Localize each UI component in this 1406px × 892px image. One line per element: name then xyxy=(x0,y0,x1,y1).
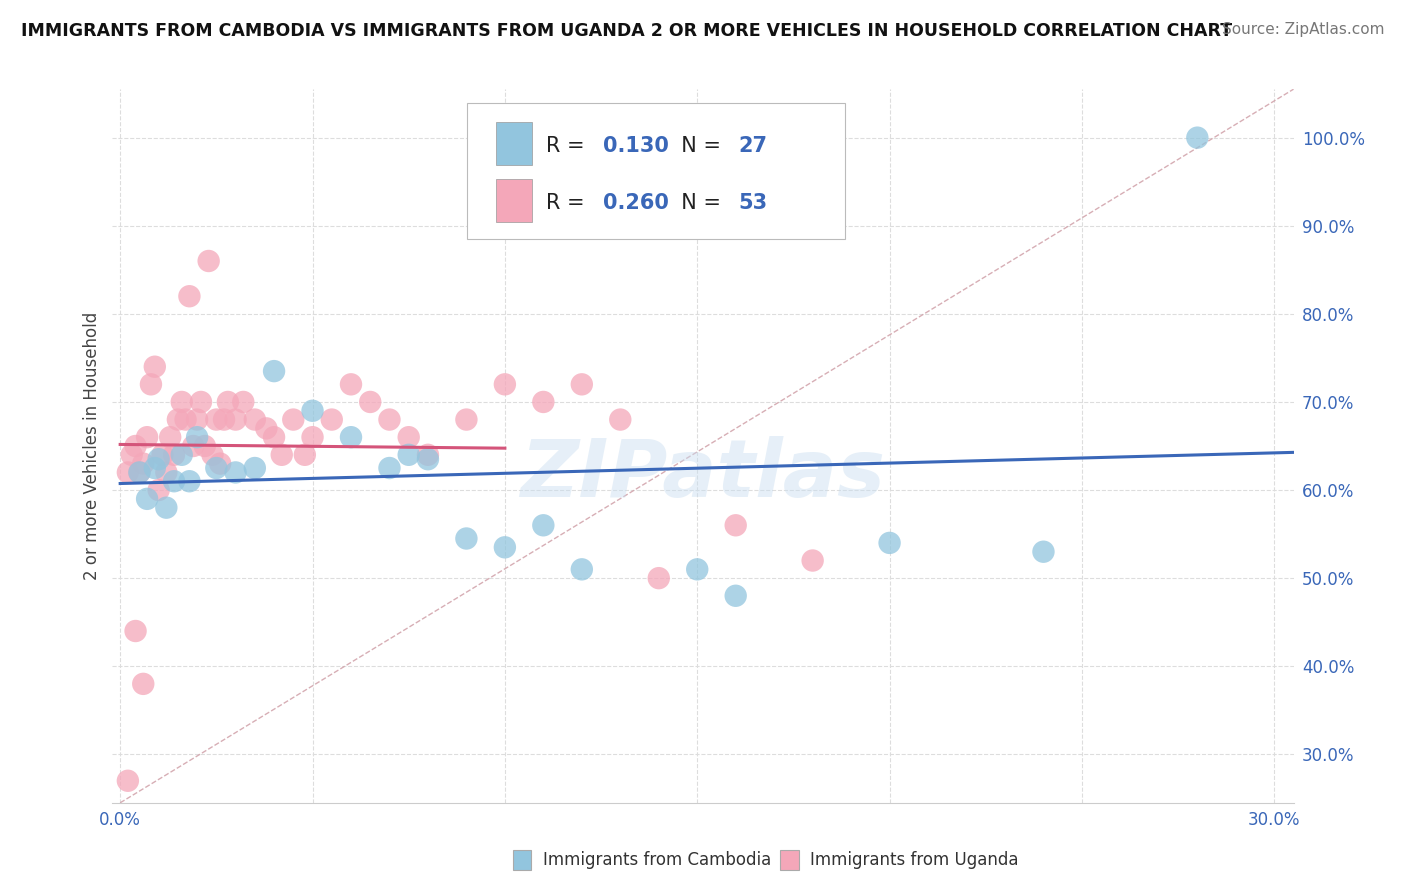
Point xyxy=(359,395,381,409)
Point xyxy=(225,466,247,480)
Text: R =: R = xyxy=(546,136,591,156)
Point xyxy=(301,403,323,417)
Text: 53: 53 xyxy=(738,193,768,213)
Point xyxy=(254,421,277,435)
Point xyxy=(179,289,201,303)
Point xyxy=(143,359,166,374)
Point xyxy=(197,254,219,268)
Point xyxy=(155,466,177,480)
Point xyxy=(263,430,285,444)
Point xyxy=(340,430,363,444)
Point xyxy=(283,412,305,426)
Point xyxy=(167,412,190,426)
Point xyxy=(1187,130,1209,145)
FancyBboxPatch shape xyxy=(467,103,845,239)
Point xyxy=(301,430,323,444)
Point xyxy=(148,483,170,497)
Text: N =: N = xyxy=(668,193,727,213)
Point xyxy=(186,412,208,426)
Point xyxy=(217,395,239,409)
Point xyxy=(321,412,343,426)
Text: 27: 27 xyxy=(738,136,768,156)
Point xyxy=(201,448,224,462)
Point xyxy=(128,466,150,480)
Point xyxy=(132,457,155,471)
Point xyxy=(139,377,162,392)
Point xyxy=(494,541,516,555)
Text: N =: N = xyxy=(668,136,727,156)
Point xyxy=(801,553,824,567)
Point xyxy=(243,461,266,475)
Text: 0.260: 0.260 xyxy=(603,193,668,213)
Point xyxy=(186,430,208,444)
Text: Immigrants from Cambodia: Immigrants from Cambodia xyxy=(543,851,770,869)
Text: IMMIGRANTS FROM CAMBODIA VS IMMIGRANTS FROM UGANDA 2 OR MORE VEHICLES IN HOUSEHO: IMMIGRANTS FROM CAMBODIA VS IMMIGRANTS F… xyxy=(21,22,1232,40)
Point xyxy=(124,439,146,453)
Point xyxy=(205,412,228,426)
Point xyxy=(879,536,901,550)
Text: R =: R = xyxy=(546,193,591,213)
Point xyxy=(179,475,201,489)
Point xyxy=(155,500,177,515)
Point xyxy=(121,448,143,462)
Y-axis label: 2 or more Vehicles in Household: 2 or more Vehicles in Household xyxy=(83,312,101,580)
Point xyxy=(117,773,139,788)
FancyBboxPatch shape xyxy=(496,179,531,222)
Point xyxy=(159,430,181,444)
Point xyxy=(194,439,217,453)
Point xyxy=(263,364,285,378)
Point xyxy=(724,518,747,533)
Text: ZIPatlas: ZIPatlas xyxy=(520,435,886,514)
Point xyxy=(148,452,170,467)
Point xyxy=(163,475,186,489)
Point xyxy=(136,491,159,506)
FancyBboxPatch shape xyxy=(496,122,531,165)
Point xyxy=(1032,545,1054,559)
Point xyxy=(243,412,266,426)
Point xyxy=(571,562,593,576)
Point xyxy=(212,412,235,426)
Point xyxy=(416,452,439,467)
Point xyxy=(398,448,420,462)
Point xyxy=(531,518,554,533)
Point xyxy=(143,461,166,475)
Point xyxy=(136,430,159,444)
Point xyxy=(132,677,155,691)
Point xyxy=(648,571,671,585)
Point xyxy=(190,395,212,409)
Point xyxy=(170,448,193,462)
Point xyxy=(163,448,186,462)
Point xyxy=(270,448,292,462)
Point xyxy=(571,377,593,392)
Point xyxy=(378,461,401,475)
Point xyxy=(294,448,316,462)
Point xyxy=(398,430,420,444)
Point xyxy=(124,624,146,638)
Point xyxy=(170,395,193,409)
Text: Immigrants from Uganda: Immigrants from Uganda xyxy=(810,851,1018,869)
Point xyxy=(724,589,747,603)
Point xyxy=(205,461,228,475)
Point xyxy=(494,377,516,392)
Point xyxy=(128,466,150,480)
Point xyxy=(416,448,439,462)
Point xyxy=(209,457,232,471)
Point xyxy=(378,412,401,426)
Point xyxy=(117,466,139,480)
Text: 0.130: 0.130 xyxy=(603,136,668,156)
Point xyxy=(456,532,478,546)
Point xyxy=(456,412,478,426)
Point xyxy=(181,439,204,453)
Point xyxy=(232,395,254,409)
Point xyxy=(609,412,631,426)
Point xyxy=(340,377,363,392)
Point xyxy=(531,395,554,409)
Point xyxy=(174,412,197,426)
Point xyxy=(686,562,709,576)
Point xyxy=(152,448,174,462)
Point xyxy=(225,412,247,426)
Text: Source: ZipAtlas.com: Source: ZipAtlas.com xyxy=(1222,22,1385,37)
